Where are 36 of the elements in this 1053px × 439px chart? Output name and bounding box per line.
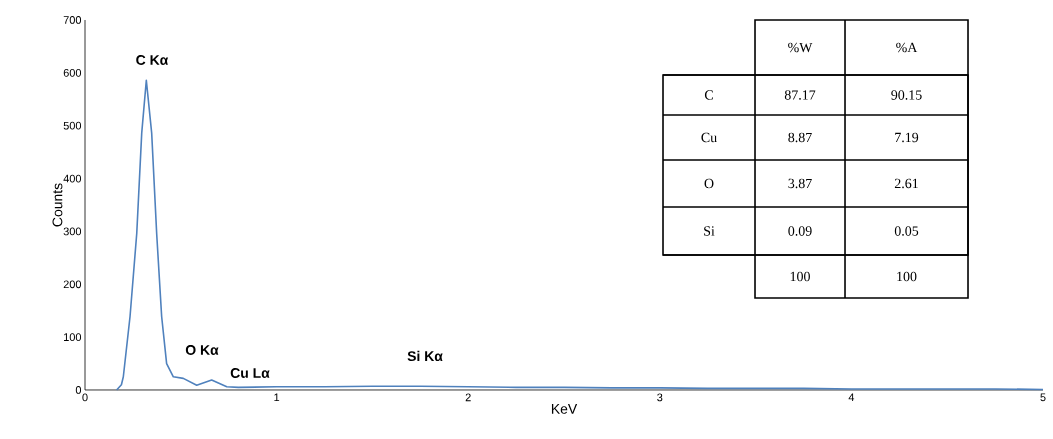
annotation: C Kα (136, 55, 169, 65)
annotation: 100 (897, 271, 917, 282)
annotation: %A (896, 42, 918, 53)
annotation: 0.05 (894, 226, 919, 236)
x-tick-label: 4 (848, 393, 855, 402)
annotation: 7.19 (895, 132, 919, 143)
x-tick-label: 1 (274, 393, 280, 402)
annotation: 2.61 (894, 178, 918, 189)
x-tick-label: 2 (465, 393, 471, 402)
annotation: Cu (701, 132, 717, 143)
annotation: O Kα (185, 345, 219, 355)
annotation: 90.15 (891, 90, 922, 100)
annotation: O (704, 178, 714, 189)
annotation: 8.87 (788, 132, 812, 143)
y-tick-label: 400 (63, 174, 82, 183)
annotation: 3.87 (788, 178, 812, 189)
y-tick-label: 600 (63, 68, 82, 77)
x-axis-title: KeV (551, 404, 578, 414)
y-tick-label: 200 (63, 280, 82, 289)
annotation: %W (788, 42, 813, 53)
annotation: 0.09 (788, 226, 812, 236)
x-tick-label: 5 (1040, 393, 1046, 402)
annotation: Si Kα (407, 350, 443, 362)
y-tick-label: 300 (63, 227, 82, 236)
x-tick-label: 3 (657, 393, 663, 402)
y-tick-label: 0 (75, 386, 82, 394)
y-tick-label: 700 (63, 16, 82, 24)
y-tick-label: 500 (63, 121, 82, 130)
annotation: Cu Lα (230, 368, 270, 378)
annotation: C (704, 90, 713, 100)
annotation: Si (704, 226, 715, 236)
y-axis-title: Counts (52, 183, 63, 227)
annotation: 87.17 (784, 90, 816, 100)
x-tick-label: 0 (82, 393, 88, 402)
annotation: 100 (790, 271, 810, 282)
y-tick-label: 100 (64, 333, 82, 342)
